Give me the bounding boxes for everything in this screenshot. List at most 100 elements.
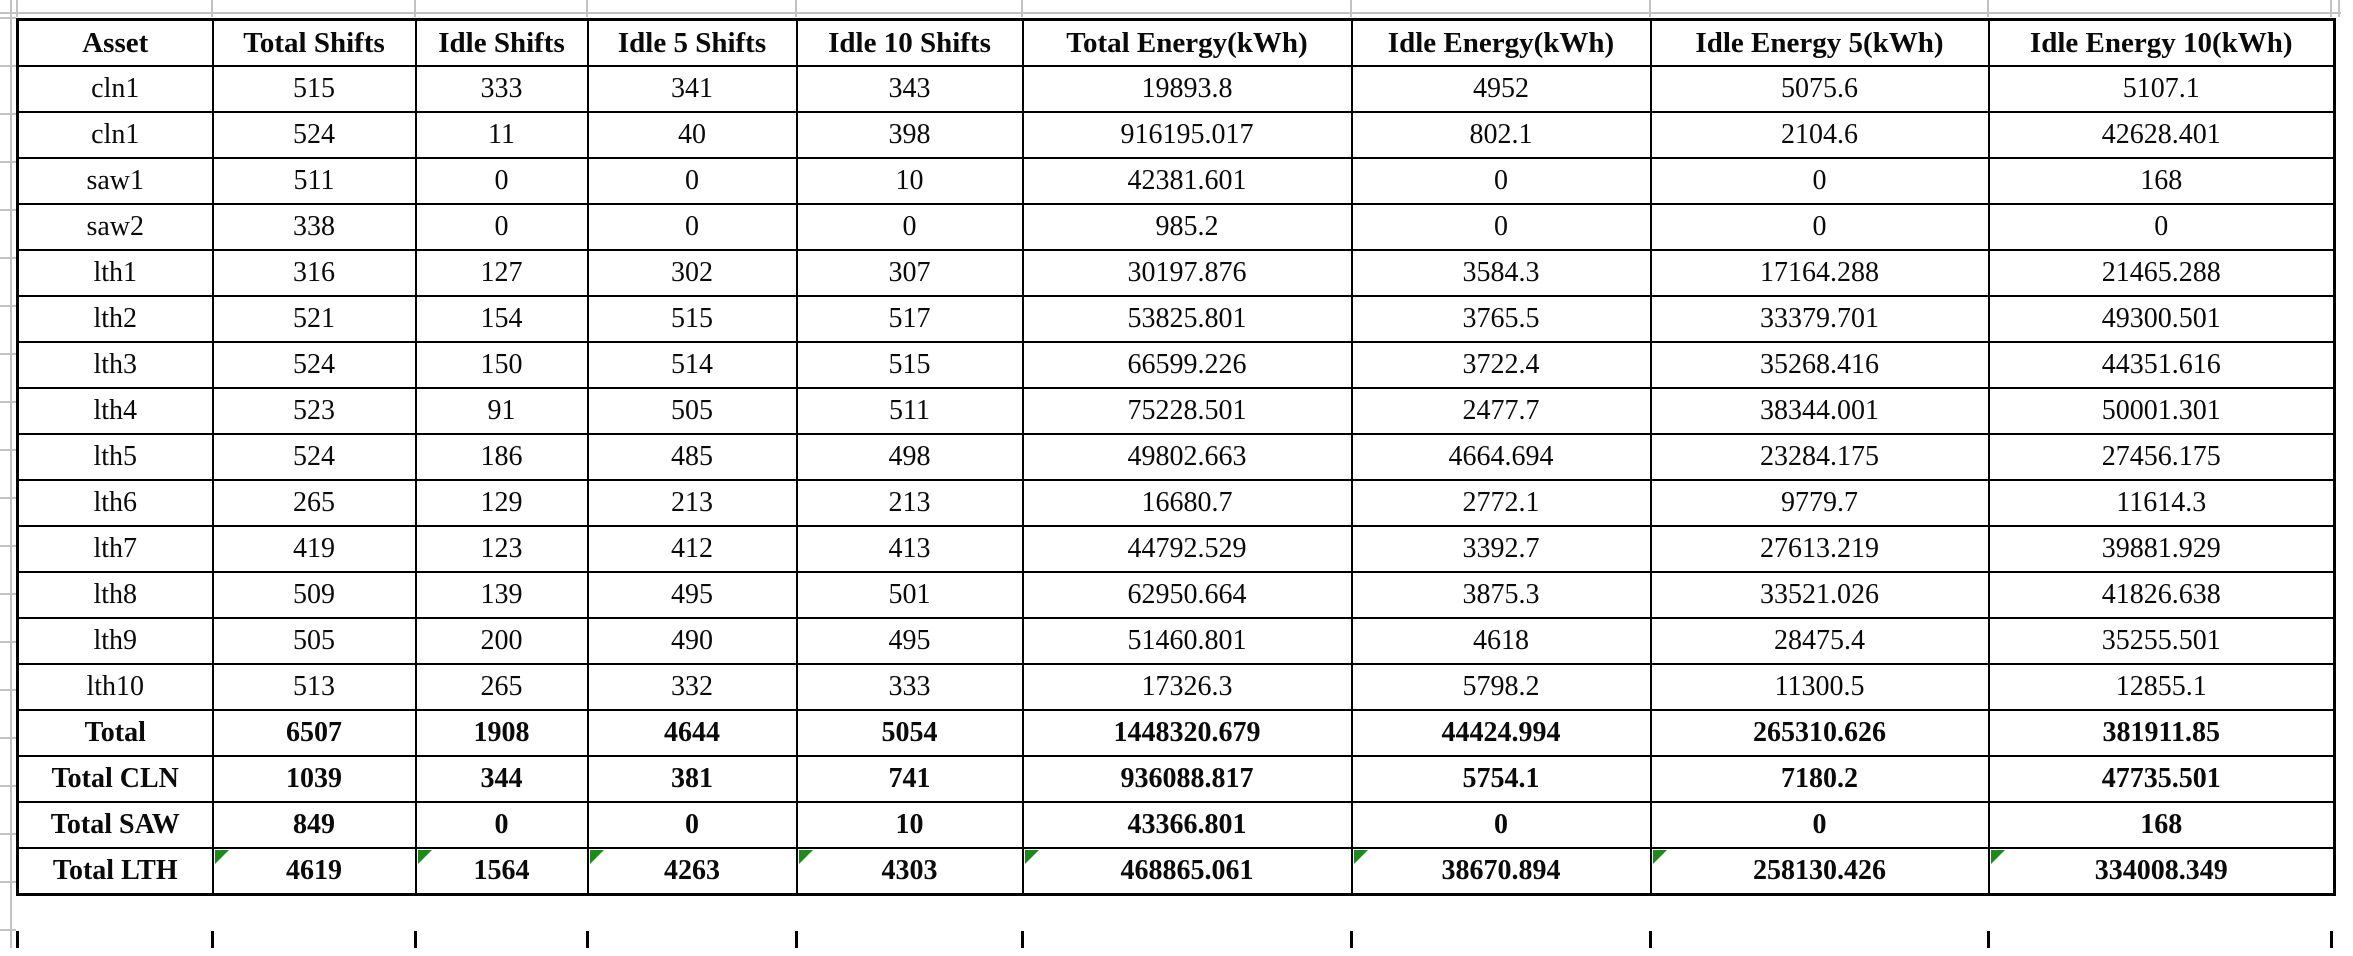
row-label-cell[interactable]: cln1 — [16, 65, 214, 113]
value-cell[interactable]: 30197.876 — [1021, 249, 1353, 297]
value-cell[interactable]: 11300.5 — [1649, 663, 1990, 711]
value-cell[interactable]: 43366.801 — [1021, 801, 1353, 849]
value-cell[interactable]: 515 — [586, 295, 798, 343]
column-header[interactable]: Total Energy(kWh) — [1021, 18, 1353, 67]
value-cell[interactable]: 0 — [414, 801, 589, 849]
value-cell[interactable]: 0 — [586, 203, 798, 251]
value-cell[interactable]: 23284.175 — [1649, 433, 1990, 481]
value-cell[interactable]: 10 — [795, 801, 1024, 849]
value-cell[interactable]: 91 — [414, 387, 589, 435]
value-cell[interactable]: 338 — [211, 203, 417, 251]
column-header[interactable]: Idle 10 Shifts — [795, 18, 1024, 67]
row-label-cell[interactable]: lth9 — [16, 617, 214, 665]
value-cell[interactable]: 398 — [795, 111, 1024, 159]
value-cell[interactable]: 0 — [1649, 157, 1990, 205]
value-cell[interactable]: 0 — [1350, 157, 1652, 205]
value-cell[interactable]: 3392.7 — [1350, 525, 1652, 573]
value-cell[interactable]: 265 — [211, 479, 417, 527]
row-label-cell[interactable]: saw1 — [16, 157, 214, 205]
value-cell[interactable]: 505 — [211, 617, 417, 665]
value-cell[interactable]: 44351.616 — [1987, 341, 2336, 389]
value-cell[interactable]: 515 — [795, 341, 1024, 389]
value-cell[interactable]: 495 — [586, 571, 798, 619]
value-cell[interactable]: 413 — [795, 525, 1024, 573]
value-cell[interactable]: 10 — [795, 157, 1024, 205]
value-cell[interactable]: 0 — [1987, 203, 2336, 251]
value-cell[interactable]: 265310.626 — [1649, 709, 1990, 757]
value-cell[interactable]: 1039 — [211, 755, 417, 803]
value-cell[interactable]: 515 — [211, 65, 417, 113]
value-cell[interactable]: 123 — [414, 525, 589, 573]
value-cell[interactable]: 0 — [795, 203, 1024, 251]
value-cell[interactable]: 514 — [586, 341, 798, 389]
value-cell[interactable]: 35255.501 — [1987, 617, 2336, 665]
value-cell[interactable]: 4644 — [586, 709, 798, 757]
value-cell[interactable]: 3722.4 — [1350, 341, 1652, 389]
row-label-cell[interactable]: lth4 — [16, 387, 214, 435]
row-label-cell[interactable]: lth10 — [16, 663, 214, 711]
value-cell[interactable]: 307 — [795, 249, 1024, 297]
value-cell[interactable]: 127 — [414, 249, 589, 297]
value-cell[interactable]: 35268.416 — [1649, 341, 1990, 389]
value-cell[interactable]: 5798.2 — [1350, 663, 1652, 711]
row-label-cell[interactable]: lth7 — [16, 525, 214, 573]
value-cell[interactable]: 517 — [795, 295, 1024, 343]
value-cell[interactable]: 741 — [795, 755, 1024, 803]
row-label-cell[interactable]: lth5 — [16, 433, 214, 481]
value-cell[interactable]: 513 — [211, 663, 417, 711]
value-cell[interactable]: 0 — [586, 801, 798, 849]
value-cell[interactable]: 168 — [1987, 801, 2336, 849]
value-cell[interactable]: 16680.7 — [1021, 479, 1353, 527]
value-cell[interactable]: 44792.529 — [1021, 525, 1353, 573]
value-cell[interactable]: 1564 — [414, 847, 589, 896]
value-cell[interactable]: 44424.994 — [1350, 709, 1652, 757]
value-cell[interactable]: 0 — [1350, 801, 1652, 849]
value-cell[interactable]: 381911.85 — [1987, 709, 2336, 757]
column-header[interactable]: Idle Energy 10(kWh) — [1987, 18, 2336, 67]
value-cell[interactable]: 936088.817 — [1021, 755, 1353, 803]
value-cell[interactable]: 3584.3 — [1350, 249, 1652, 297]
value-cell[interactable]: 509 — [211, 571, 417, 619]
value-cell[interactable]: 524 — [211, 433, 417, 481]
value-cell[interactable]: 333 — [414, 65, 589, 113]
value-cell[interactable]: 49300.501 — [1987, 295, 2336, 343]
value-cell[interactable]: 66599.226 — [1021, 341, 1353, 389]
value-cell[interactable]: 5075.6 — [1649, 65, 1990, 113]
value-cell[interactable]: 27456.175 — [1987, 433, 2336, 481]
value-cell[interactable]: 129 — [414, 479, 589, 527]
value-cell[interactable]: 11 — [414, 111, 589, 159]
row-label-cell[interactable]: lth1 — [16, 249, 214, 297]
value-cell[interactable]: 302 — [586, 249, 798, 297]
value-cell[interactable]: 39881.929 — [1987, 525, 2336, 573]
value-cell[interactable]: 42628.401 — [1987, 111, 2336, 159]
value-cell[interactable]: 213 — [795, 479, 1024, 527]
value-cell[interactable]: 9779.7 — [1649, 479, 1990, 527]
row-label-cell[interactable]: lth6 — [16, 479, 214, 527]
value-cell[interactable]: 985.2 — [1021, 203, 1353, 251]
value-cell[interactable]: 47735.501 — [1987, 755, 2336, 803]
column-header[interactable]: Asset — [16, 18, 214, 67]
value-cell[interactable]: 849 — [211, 801, 417, 849]
column-header[interactable]: Total Shifts — [211, 18, 417, 67]
column-header[interactable]: Idle Energy(kWh) — [1350, 18, 1652, 67]
value-cell[interactable]: 40 — [586, 111, 798, 159]
value-cell[interactable]: 501 — [795, 571, 1024, 619]
value-cell[interactable]: 0 — [414, 203, 589, 251]
value-cell[interactable]: 2772.1 — [1350, 479, 1652, 527]
value-cell[interactable]: 0 — [1350, 203, 1652, 251]
value-cell[interactable]: 139 — [414, 571, 589, 619]
column-header[interactable]: Idle 5 Shifts — [586, 18, 798, 67]
value-cell[interactable]: 505 — [586, 387, 798, 435]
value-cell[interactable]: 50001.301 — [1987, 387, 2336, 435]
value-cell[interactable]: 524 — [211, 341, 417, 389]
value-cell[interactable]: 49802.663 — [1021, 433, 1353, 481]
value-cell[interactable]: 343 — [795, 65, 1024, 113]
value-cell[interactable]: 4303 — [795, 847, 1024, 896]
value-cell[interactable]: 12855.1 — [1987, 663, 2336, 711]
value-cell[interactable]: 334008.349 — [1987, 847, 2336, 896]
value-cell[interactable]: 412 — [586, 525, 798, 573]
row-label-cell[interactable]: Total SAW — [16, 801, 214, 849]
row-label-cell[interactable]: lth3 — [16, 341, 214, 389]
value-cell[interactable]: 916195.017 — [1021, 111, 1353, 159]
value-cell[interactable]: 0 — [414, 157, 589, 205]
